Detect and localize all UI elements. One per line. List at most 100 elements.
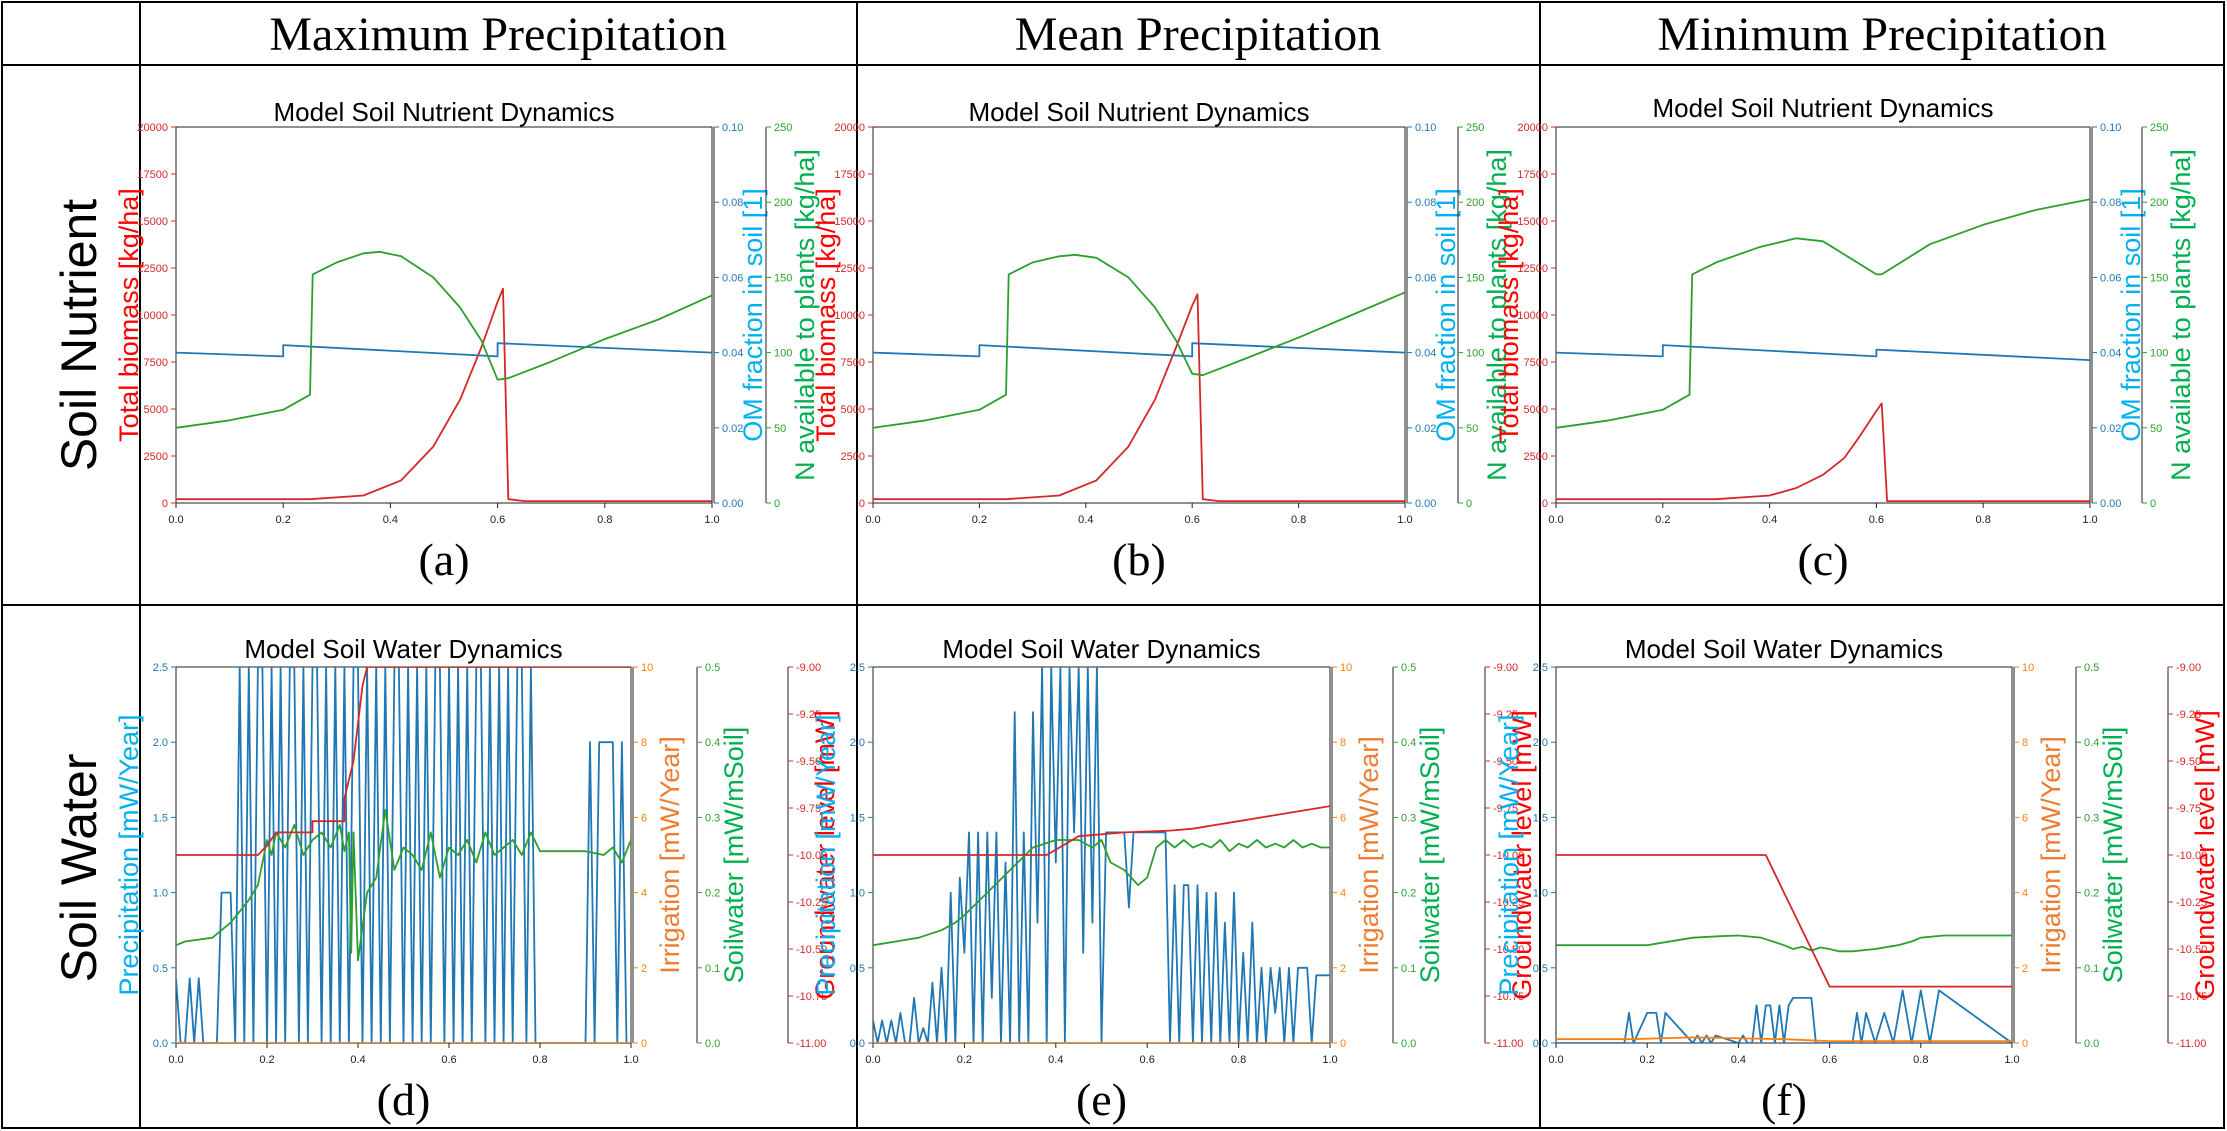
panel-label-c: (c) [1797,534,1848,585]
x-tick-label: 0.4 [1078,514,1093,526]
y-tick-label: 17500 [834,169,865,181]
y-tick-label: 0.10 [1415,122,1436,134]
y-tick-label: 0.5 [850,963,865,975]
series-line-total [176,287,712,502]
y-tick-label: 2.0 [1533,737,1548,749]
y-tick-label: 0 [641,1038,647,1050]
y-tick-label: 0.4 [1401,737,1416,749]
x-tick-label: 0.2 [972,514,987,526]
x-tick-label: 0.2 [259,1054,274,1066]
x-tick-label: 0.0 [1548,514,1563,526]
y-tick-label: 0 [162,498,168,510]
y-tick-label: 100 [1466,348,1484,360]
series-layer [1556,198,2090,502]
y-tick-label: 0.04 [2100,348,2121,360]
y-axis-label: Groundwater level [mW] [810,710,840,1000]
y-tick-label: 2 [1340,963,1346,975]
y-tick-label: 12500 [137,263,168,275]
y-tick-label: 0.5 [705,662,720,674]
series-line-om [873,342,1405,358]
y-tick-label: 10 [641,662,653,674]
x-tick-label: 1.0 [623,1054,638,1066]
y-tick-label: 2500 [144,451,168,463]
y-tick-label: 20000 [834,122,865,134]
y-tick-label: 0 [1466,498,1472,510]
chart-panel-d: Model Soil Water Dynamics 0.0 0.2 0.4 0.6 0.8… [114,634,840,1125]
y-tick-label: 2.0 [153,737,168,749]
y-tick-label: 0 [1542,498,1548,510]
y-axis-label: Total biomass [kg/ha] [114,188,144,442]
y-tick-label: 20000 [137,122,168,134]
y-tick-label: -10.50 [1493,944,1524,956]
x-tick-label: 1.0 [1397,514,1412,526]
x-tick-label: 0.0 [865,514,880,526]
y-tick-label: 0 [2150,498,2156,510]
y-axis-label: Precipitation [mW/Year] [1494,714,1524,995]
panel-label-f: (f) [1761,1074,1807,1125]
y-tick-label: 0.0 [2084,1038,2099,1050]
y-tick-label: 250 [2150,122,2168,134]
y-tick-label: 0.5 [1401,662,1416,674]
y-tick-label: 0.4 [705,737,720,749]
chart-title: Model Soil Water Dynamics [1625,634,1943,664]
y-tick-label: 1.5 [850,812,865,824]
y-tick-label: 200 [1466,197,1484,209]
series-line-soilwater [1556,934,2012,953]
y-tick-label: 5000 [144,404,168,416]
y-tick-label: 150 [2150,272,2168,284]
y-tick-label: 0.3 [705,812,720,824]
y-tick-label: 6 [2022,812,2028,824]
x-tick-label: 0.6 [1185,514,1200,526]
y-tick-label: 2.5 [153,662,168,674]
y-tick-label: -11.00 [2176,1038,2206,1050]
x-tick-label: 0.8 [1291,514,1306,526]
y-tick-label: 15000 [1517,216,1548,228]
y-tick-label: 1.0 [850,888,865,900]
x-tick-label: 1.0 [1322,1054,1337,1066]
x-tick-label: 0.0 [1548,1054,1563,1066]
y-tick-label: -9.50 [2176,756,2201,768]
y-tick-label: 250 [774,122,792,134]
y-tick-label: -9.25 [796,709,821,721]
y-tick-label: 0.00 [1415,498,1436,510]
charts-layer: Model Soil Nutrient Dynamics 0.0 0.2 0.4 0.6… [114,93,2220,1125]
y-tick-label: 150 [774,272,792,284]
x-tick-label: 0.6 [1869,514,1884,526]
series-line-soilwater [873,839,1330,947]
y-tick-label: -9.25 [1493,709,1518,721]
y-tick-label: -10.00 [2176,850,2207,862]
y-tick-label: 0.00 [722,498,743,510]
x-tick-label: 0.6 [490,514,505,526]
chart-panel-e: Model Soil Water Dynamics 0.0 0.2 0.4 0.6 0.8… [811,634,1537,1125]
y-tick-label: 0.5 [2084,662,2099,674]
y-tick-label: 2.5 [850,662,865,674]
y-axis-label: N available to plants [kg/ha] [790,149,820,481]
x-tick-label: 0.2 [1655,514,1670,526]
y-tick-label: 0 [859,498,865,510]
y-tick-label: -10.25 [1493,897,1524,909]
x-tick-label: 0.4 [383,514,398,526]
chart-panel-b: Model Soil Nutrient Dynamics 0.0 0.2 0.4 0.6… [811,97,1512,585]
y-axis-label: OM fraction in soil [1] [1431,188,1461,442]
y-tick-label: 0 [774,498,780,510]
x-tick-label: 1.0 [2004,1054,2019,1066]
y-axis-label: Soilwater [mW/mSoil] [719,727,749,984]
y-tick-label: 10 [2022,662,2034,674]
y-tick-label: 0 [1340,1038,1346,1050]
y-tick-label: 7500 [1524,357,1548,369]
y-tick-label: 1.5 [153,812,168,824]
y-tick-label: 2 [641,963,647,975]
y-tick-label: 200 [2150,197,2168,209]
y-axis-label: Precipitation [mW/Year] [811,714,841,995]
series-layer [1556,854,2012,1043]
y-tick-label: 4 [2022,888,2028,900]
y-tick-label: 2500 [841,451,865,463]
y-tick-label: 0.06 [722,272,743,284]
x-tick-label: 0.6 [1140,1054,1155,1066]
row-label-soil-nutrient: Soil Nutrient [51,199,107,471]
y-tick-label: 100 [774,348,792,360]
y-axis-label: Soilwater [mW/mSoil] [2098,727,2128,984]
plot-frame [872,126,1406,504]
